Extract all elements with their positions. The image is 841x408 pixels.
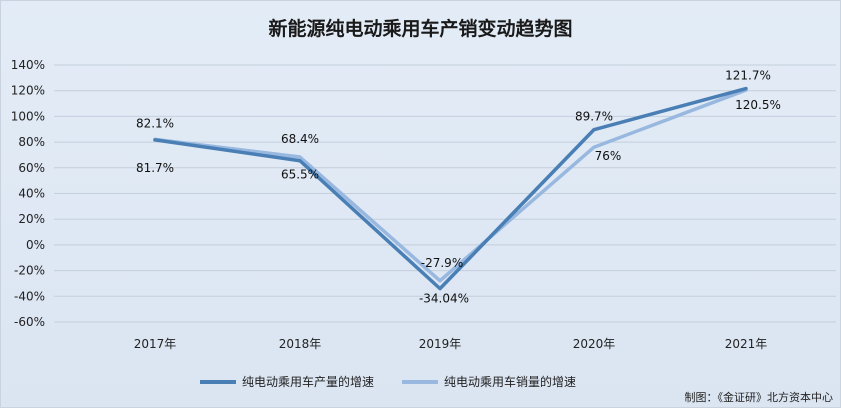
y-tick-label: -20% — [14, 264, 45, 278]
y-tick-label: 0% — [26, 238, 45, 252]
x-tick-label: 2021年 — [725, 337, 768, 351]
y-tick-label: -40% — [14, 289, 45, 303]
y-tick-label: 20% — [18, 212, 45, 226]
series-line-sales — [153, 88, 748, 283]
data-label: 121.7% — [725, 69, 771, 83]
source-note: 制图：《金证研》北方资本中心 — [684, 391, 834, 404]
legend-item-sales: 纯电动乘用车销量的增速 — [402, 373, 576, 390]
y-tick-label: 140% — [11, 58, 45, 72]
data-label: 89.7% — [575, 110, 613, 124]
data-label: 82.1% — [136, 116, 174, 130]
legend-label-sales: 纯电动乘用车销量的增速 — [444, 375, 577, 389]
x-tick-label: 2020年 — [573, 337, 616, 351]
y-tick-label: 80% — [18, 135, 45, 149]
legend: 纯电动乘用车产量的增速 纯电动乘用车销量的增速 — [200, 373, 604, 390]
x-tick-label: 2018年 — [279, 337, 322, 351]
legend-swatch-sales — [402, 379, 439, 384]
y-tick-label: 60% — [18, 161, 45, 175]
series-line-production — [153, 86, 748, 291]
legend-swatch-production — [200, 379, 236, 384]
legend-label-production: 纯电动乘用车产量的增速 — [242, 375, 375, 389]
x-tick-label: 2017年 — [134, 337, 177, 351]
data-label: 76% — [595, 149, 622, 163]
legend-item-production: 纯电动乘用车产量的增速 — [200, 373, 374, 390]
y-tick-label: -60% — [14, 315, 45, 329]
y-tick-label: 120% — [11, 84, 45, 98]
y-tick-label: 40% — [18, 187, 45, 201]
data-label: -34.04% — [419, 292, 469, 306]
data-label: 81.7% — [136, 161, 174, 175]
data-label: 68.4% — [281, 132, 319, 146]
data-label: -27.9% — [421, 256, 463, 270]
data-label: 120.5% — [735, 98, 781, 112]
x-tick-label: 2019年 — [419, 337, 462, 351]
chart-title: 新能源纯电动乘用车产销变动趋势图 — [268, 18, 573, 40]
y-tick-label: 100% — [11, 109, 45, 123]
data-label: 65.5% — [281, 168, 319, 182]
